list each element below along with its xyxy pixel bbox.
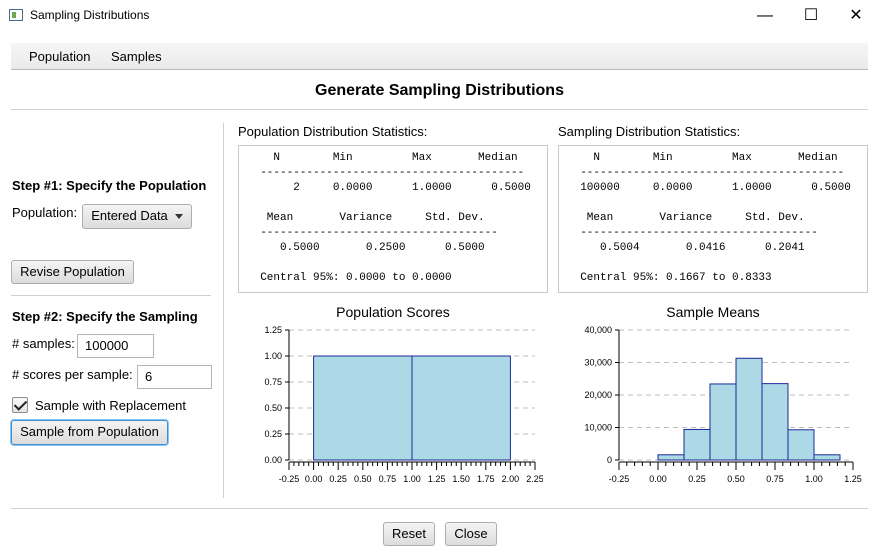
close-window-button[interactable]: ✕ (849, 7, 863, 24)
x-tick-label: -0.25 (279, 474, 300, 484)
x-tick-label: -0.25 (609, 474, 630, 484)
population-stats-box: N Min Max Median -----------------------… (238, 145, 548, 293)
sampling-stats-title: Sampling Distribution Statistics: (558, 124, 741, 139)
divider (11, 109, 868, 110)
scores-per-sample-label: # scores per sample: (12, 367, 133, 382)
stats-line: Mean Variance Std. Dev. (247, 212, 485, 224)
histogram-bar (683, 428, 711, 461)
menu-bar: Population Samples (11, 43, 868, 70)
y-tick-label: 40,000 (584, 325, 612, 335)
menu-samples[interactable]: Samples (111, 49, 162, 64)
y-tick-label: 0.50 (264, 403, 282, 413)
stats-line: ------------------------------------ (247, 227, 498, 239)
x-tick-label: 0.25 (688, 474, 706, 484)
stats-line: Central 95%: 0.1667 to 0.8333 (567, 272, 772, 284)
y-tick-label: 0.25 (264, 429, 282, 439)
replacement-label: Sample with Replacement (35, 398, 187, 413)
divider (223, 123, 224, 498)
scores-per-sample-input[interactable]: 6 (137, 365, 212, 389)
stats-line: ---------------------------------------- (247, 167, 525, 179)
y-tick-label: 30,000 (584, 358, 612, 368)
samples-label: # samples: (12, 336, 75, 351)
y-tick-label: 0.00 (264, 455, 282, 465)
window-title: Sampling Distributions (30, 8, 150, 22)
y-tick-label: 0 (607, 455, 612, 465)
y-tick-label: 0.75 (264, 377, 282, 387)
histogram-bar (735, 357, 763, 461)
minimize-button[interactable]: — (757, 7, 773, 24)
divider (11, 295, 211, 296)
page-title: Generate Sampling Distributions (315, 82, 564, 99)
stats-line: 0.5000 0.2500 0.5000 (247, 242, 485, 254)
stats-line: 100000 0.0000 1.0000 0.5000 (567, 182, 851, 194)
x-tick-label: 1.75 (477, 474, 495, 484)
reset-button[interactable]: Reset (383, 522, 435, 546)
x-tick-label: 0.75 (766, 474, 784, 484)
population-label: Population: (12, 205, 78, 220)
x-tick-label: 2.25 (526, 474, 543, 484)
stats-line: N Min Max Median (247, 152, 518, 164)
stats-line: Central 95%: 0.0000 to 0.0000 (247, 272, 452, 284)
chart-title: Population Scores (336, 304, 450, 320)
histogram-bar (761, 383, 789, 461)
revise-population-button[interactable]: Revise Population (11, 260, 134, 284)
divider (11, 508, 868, 509)
stats-line: ---------------------------------------- (567, 167, 845, 179)
stats-line: 0.5004 0.0416 0.2041 (567, 242, 805, 254)
close-button[interactable]: Close (445, 522, 497, 546)
histogram-bar (657, 454, 685, 461)
step1-title: Step #1: Specify the Population (12, 178, 207, 193)
x-tick-label: 0.00 (649, 474, 667, 484)
stats-line: N Min Max Median (567, 152, 838, 164)
x-tick-label: 2.00 (502, 474, 520, 484)
x-tick-label: 1.00 (403, 474, 421, 484)
y-tick-label: 1.25 (264, 325, 282, 335)
x-tick-label: 1.00 (805, 474, 823, 484)
x-tick-label: 0.50 (354, 474, 372, 484)
population-stats-title: Population Distribution Statistics: (238, 124, 428, 139)
menu-population[interactable]: Population (29, 49, 91, 64)
x-tick-label: 1.25 (428, 474, 446, 484)
y-tick-label: 10,000 (584, 423, 612, 433)
chart-title: Sample Means (666, 304, 759, 320)
x-tick-label: 0.25 (329, 474, 347, 484)
maximize-button[interactable]: ☐ (803, 7, 819, 24)
samples-input[interactable]: 100000 (77, 334, 154, 358)
app-icon (9, 9, 23, 21)
replacement-checkbox[interactable] (12, 397, 28, 413)
chevron-down-icon (174, 214, 183, 220)
stats-line: Mean Variance Std. Dev. (567, 212, 805, 224)
population-scores-chart: Population Scores 0.00 0.25 0.50 0.75 1.00 1.2… (243, 303, 543, 493)
sample-means-chart: Sample Means 0 10,000 20,000 30,000 40,000 -0.… (563, 303, 863, 493)
y-tick-label: 20,000 (584, 390, 612, 400)
x-tick-label: 0.75 (379, 474, 397, 484)
histogram-bar (313, 355, 413, 461)
sampling-stats-box: N Min Max Median -----------------------… (558, 145, 868, 293)
histogram-bar (813, 454, 841, 461)
stats-line: 2 0.0000 1.0000 0.5000 (247, 182, 531, 194)
x-tick-label: 1.25 (844, 474, 862, 484)
population-dropdown[interactable]: Entered Data (82, 204, 192, 229)
x-tick-label: 0.50 (727, 474, 745, 484)
x-tick-label: 1.50 (452, 474, 470, 484)
title-bar: Sampling Distributions — ☐ ✕ (0, 0, 879, 31)
histogram-bar (411, 355, 511, 461)
y-tick-label: 1.00 (264, 351, 282, 361)
stats-line: ------------------------------------ (567, 227, 818, 239)
x-tick-label: 0.00 (305, 474, 323, 484)
sample-from-population-button[interactable]: Sample from Population (11, 420, 168, 445)
population-dropdown-value: Entered Data (91, 208, 168, 223)
histogram-bar (787, 429, 815, 461)
check-icon (13, 397, 28, 411)
step2-title: Step #2: Specify the Sampling (12, 309, 198, 324)
histogram-bar (709, 383, 737, 461)
